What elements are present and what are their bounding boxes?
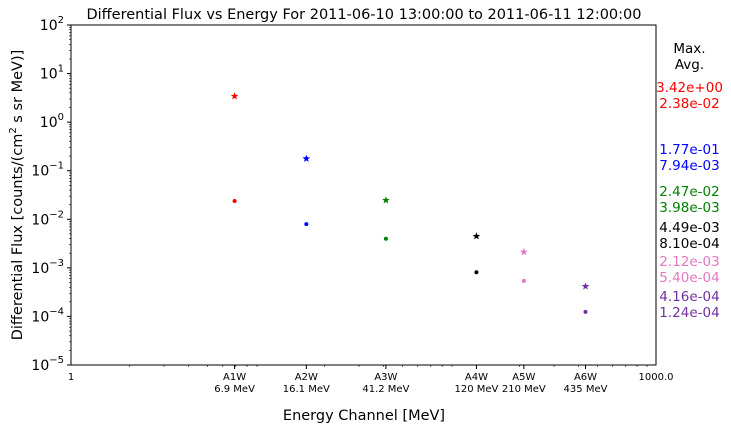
legend-a2w: 1.77e-01 7.94e-03 <box>648 142 731 174</box>
legend-a1w: 3.42e+00 2.38e-02 <box>648 80 731 112</box>
avg-point-a1w <box>232 198 237 203</box>
y-tick-label-base: 10 <box>31 212 49 228</box>
x-tick-energy-a3w: 41.2 MeV <box>362 384 409 395</box>
x-tick-label-a2w: A2W <box>295 372 318 383</box>
y-tick-label-base: 10 <box>40 115 58 131</box>
legend-a1w-avg: 2.38e-02 <box>659 96 720 112</box>
y-tick-label: 10−5 <box>31 355 64 374</box>
x-tick-label-a5w: A5W <box>512 372 535 383</box>
legend-a4w-max: 4.49e-03 <box>659 220 720 236</box>
legend-header-avg: Avg. <box>674 57 705 73</box>
x-edge-label-min: 1 <box>68 372 74 383</box>
legend-a3w-avg: 3.98e-03 <box>659 200 720 216</box>
legend-a6w-avg: 1.24e-04 <box>659 305 720 321</box>
max-point-a1w <box>230 92 239 100</box>
y-axis-label-prefix: Differential Flux [counts/(cm <box>10 134 26 341</box>
y-tick-label-base: 10 <box>40 18 58 34</box>
x-tick-label-a1w: A1W <box>223 372 246 383</box>
plot-frame <box>70 24 657 366</box>
x-tick-label-a3w: A3W <box>374 372 397 383</box>
max-point-a5w <box>520 248 528 256</box>
y-tick-label-exponent: −1 <box>49 161 64 172</box>
legend-a4w-avg: 8.10e-04 <box>659 236 720 252</box>
legend-a2w-max: 1.77e-01 <box>659 142 720 158</box>
legend-a6w-max: 4.16e-04 <box>659 289 720 305</box>
x-tick-energy-a2w: 16.1 MeV <box>283 384 330 395</box>
x-tick-energy-a1w: 6.9 MeV <box>214 384 255 395</box>
x-tick-energy-a4w: 120 MeV <box>454 384 498 395</box>
avg-point-a6w <box>583 309 588 314</box>
x-tick-label-a4w: A4W <box>465 372 488 383</box>
y-tick-label-base: 10 <box>31 358 49 374</box>
max-point-a6w <box>581 282 590 290</box>
legend-header-max: Max. <box>673 41 706 57</box>
y-tick-label: 102 <box>40 15 64 34</box>
y-tick-label-exponent: −5 <box>49 355 64 366</box>
max-point-a2w <box>302 154 311 162</box>
y-tick-label-exponent: 1 <box>58 64 64 75</box>
y-tick-label-exponent: 2 <box>58 15 64 26</box>
x-edge-label-max: 1000.0 <box>639 372 674 383</box>
max-point-a4w <box>472 232 481 240</box>
avg-point-a5w <box>521 278 526 283</box>
y-tick-label-base: 10 <box>31 309 49 325</box>
avg-point-a3w <box>383 236 388 241</box>
y-tick-label-exponent: −2 <box>49 209 64 220</box>
legend-a6w: 4.16e-04 1.24e-04 <box>648 289 731 321</box>
y-axis-label: Differential Flux [counts/(cm2 s sr MeV)… <box>8 50 26 341</box>
legend-header: Max. Avg. <box>648 41 731 73</box>
y-tick-label-exponent: −3 <box>49 258 64 269</box>
x-tick-energy-a6w: 435 MeV <box>564 384 608 395</box>
y-tick-label: 10−1 <box>31 161 64 180</box>
y-tick-label: 10−3 <box>31 258 64 277</box>
x-tick-energy-a5w: 210 MeV <box>502 384 546 395</box>
y-axis-label-superscript: 2 <box>8 127 19 133</box>
y-tick-label: 10−4 <box>31 306 64 325</box>
y-axis-label-suffix: s sr MeV)] <box>10 50 26 128</box>
legend-a2w-avg: 7.94e-03 <box>659 158 720 174</box>
legend-a5w-max: 2.12e-03 <box>659 254 720 270</box>
legend-a1w-max: 3.42e+00 <box>656 80 723 96</box>
chart-title: Differential Flux vs Energy For 2011-06-… <box>86 7 641 23</box>
y-tick-label-base: 10 <box>31 261 49 277</box>
x-tick-label-a6w: A6W <box>574 372 597 383</box>
avg-point-a2w <box>304 222 309 227</box>
y-tick-label: 100 <box>40 112 64 131</box>
legend-a4w: 4.49e-03 8.10e-04 <box>648 220 731 252</box>
legend-a3w: 2.47e-02 3.98e-03 <box>648 184 731 216</box>
legend-a5w: 2.12e-03 5.40e-04 <box>648 254 731 286</box>
legend-a3w-max: 2.47e-02 <box>659 184 720 200</box>
legend-a5w-avg: 5.40e-04 <box>659 270 720 286</box>
avg-point-a4w <box>474 270 479 275</box>
data-points <box>230 92 590 314</box>
y-tick-label-base: 10 <box>31 164 49 180</box>
y-tick-label: 10−2 <box>31 209 64 228</box>
y-tick-label-exponent: −4 <box>49 306 64 317</box>
y-tick-label: 101 <box>40 64 64 83</box>
max-point-a3w <box>382 196 390 204</box>
x-axis-label: Energy Channel [MeV] <box>283 408 445 424</box>
y-tick-label-base: 10 <box>40 67 58 83</box>
y-tick-label-exponent: 0 <box>58 112 64 123</box>
